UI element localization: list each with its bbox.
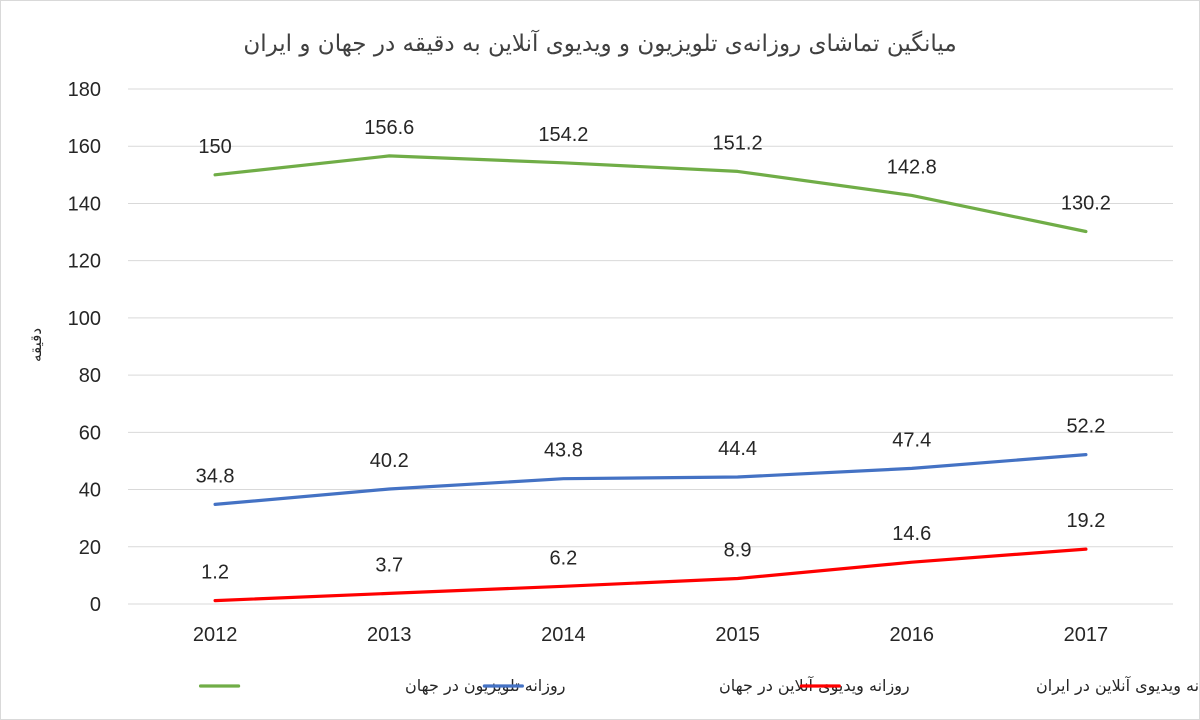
data-label: 43.8 [544,440,583,462]
y-tick-label: 20 [79,537,101,559]
x-tick-label: 2014 [541,624,586,646]
x-tick-label: 2013 [367,624,412,646]
data-label: 1.2 [201,562,229,584]
legend: روزانه تلویزیون در جهان روزانه ویدیوی آنل… [198,676,1199,696]
legend-label: روزانه ویدیوی آنلاین در ایران [1036,676,1199,696]
y-tick-label: 160 [68,136,101,158]
x-tick-label: 2016 [890,624,935,646]
data-label: 14.6 [892,523,931,545]
data-label: 52.2 [1066,416,1105,438]
data-label: 151.2 [713,132,763,154]
data-label: 130.2 [1061,192,1111,214]
data-label: 47.4 [892,429,931,451]
x-tick-label: 2017 [1064,624,1109,646]
y-tick-label: 40 [79,480,101,502]
series-line [213,547,1088,603]
data-label: 3.7 [375,554,403,576]
series-lines [213,154,1088,603]
data-label: 34.8 [196,465,235,487]
y-tick-label: 0 [90,594,101,616]
y-tick-label: 100 [68,308,101,330]
y-tick-label: 180 [68,79,101,101]
data-label: 154.2 [538,124,588,146]
data-label: 150 [198,136,231,158]
y-tick-label: 80 [79,365,101,387]
data-label: 142.8 [887,156,937,178]
y-tick-label: 120 [68,251,101,273]
y-axis-ticks: 0 20 40 60 80 100 120 140 160 180 [68,79,101,616]
data-label: 6.2 [550,547,578,569]
y-axis-label: دقیقه [27,328,45,362]
chart-title: میانگین تماشای روزانه‌ی تلویزیون و ویدیو… [243,29,956,57]
series-line [213,453,1088,506]
gridlines [128,88,1173,605]
data-labels: 150 156.6 154.2 151.2 142.8 130.2 34.8 40.2 43.8… [196,117,1111,584]
data-label: 44.4 [718,438,757,460]
x-axis-ticks: 2012 2013 2014 2015 2016 2017 [193,624,1108,646]
data-label: 156.6 [364,117,414,139]
series-line [213,154,1088,234]
data-label: 19.2 [1066,510,1105,532]
data-label: 40.2 [370,450,409,472]
y-tick-label: 140 [68,193,101,215]
x-tick-label: 2015 [715,624,760,646]
data-label: 8.9 [724,540,752,562]
y-tick-label: 60 [79,422,101,444]
x-tick-label: 2012 [193,624,238,646]
